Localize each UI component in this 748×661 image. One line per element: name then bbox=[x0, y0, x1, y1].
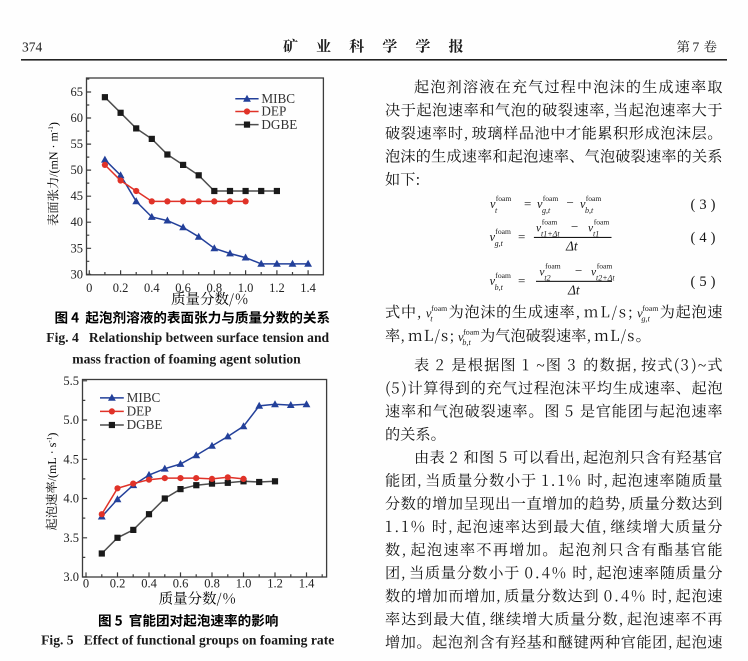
svg-text:0.8: 0.8 bbox=[206, 281, 222, 295]
svg-text:foam: foam bbox=[542, 217, 558, 226]
svg-text:DEP: DEP bbox=[127, 404, 152, 419]
svg-text:b,t: b,t bbox=[495, 283, 504, 292]
svg-text:3.5: 3.5 bbox=[63, 531, 79, 545]
svg-text:1.0: 1.0 bbox=[236, 577, 252, 591]
svg-text:foam: foam bbox=[586, 194, 602, 203]
svg-text:v: v bbox=[580, 197, 586, 211]
svg-text:35: 35 bbox=[71, 241, 84, 255]
svg-text:0.8: 0.8 bbox=[204, 577, 220, 591]
svg-text:0.2: 0.2 bbox=[110, 577, 126, 591]
svg-text:1.4: 1.4 bbox=[300, 281, 316, 295]
svg-text:55: 55 bbox=[71, 137, 84, 151]
svg-text:0.4: 0.4 bbox=[141, 577, 157, 591]
svg-text:60: 60 bbox=[71, 111, 84, 125]
svg-text:v: v bbox=[537, 197, 543, 211]
svg-text:Δt: Δt bbox=[565, 239, 579, 254]
svg-text:1.0: 1.0 bbox=[238, 281, 254, 295]
svg-text:DGBE: DGBE bbox=[261, 117, 297, 132]
svg-text:foam: foam bbox=[496, 194, 512, 203]
svg-text:foam: foam bbox=[495, 227, 511, 236]
svg-text:mass fraction of foaming agent: mass fraction of foaming agent solution bbox=[72, 352, 301, 367]
svg-text:v: v bbox=[588, 223, 594, 235]
svg-text:50: 50 bbox=[71, 163, 84, 177]
svg-text:v: v bbox=[536, 223, 542, 235]
svg-text:30: 30 bbox=[71, 267, 84, 281]
svg-text:t2: t2 bbox=[544, 274, 550, 283]
svg-text:1.2: 1.2 bbox=[269, 281, 285, 295]
svg-text:t: t bbox=[495, 206, 498, 215]
svg-text:DEP: DEP bbox=[261, 104, 286, 119]
svg-text:foam: foam bbox=[543, 194, 559, 203]
svg-text:v: v bbox=[490, 274, 496, 288]
svg-text:t2+Δt: t2+Δt bbox=[596, 274, 615, 283]
svg-text:1.4: 1.4 bbox=[299, 577, 315, 591]
svg-text:=: = bbox=[518, 273, 525, 288]
svg-text:−: − bbox=[571, 219, 578, 234]
svg-text:=: = bbox=[518, 229, 525, 244]
svg-text:−: − bbox=[567, 195, 574, 210]
svg-text:MIBC: MIBC bbox=[261, 91, 295, 106]
svg-text:40: 40 bbox=[71, 215, 84, 229]
svg-text:(5): (5) bbox=[691, 274, 720, 290]
svg-text:0: 0 bbox=[86, 281, 92, 295]
svg-text:v: v bbox=[490, 197, 496, 211]
svg-text:v: v bbox=[539, 267, 545, 279]
svg-text:t1+Δt: t1+Δt bbox=[541, 230, 560, 239]
svg-text:Fig. 4 Relationship between: Fig. 4 Relationship between surface tens… bbox=[46, 330, 329, 345]
svg-text:0.6: 0.6 bbox=[173, 577, 189, 591]
svg-text:(4): (4) bbox=[691, 230, 720, 246]
svg-text:65: 65 bbox=[71, 85, 84, 99]
svg-text:foam: foam bbox=[597, 261, 613, 270]
svg-text:374: 374 bbox=[22, 40, 43, 55]
svg-text:0.6: 0.6 bbox=[175, 281, 191, 295]
svg-text:1.2: 1.2 bbox=[267, 577, 283, 591]
svg-text:0.4: 0.4 bbox=[144, 281, 160, 295]
svg-text:0: 0 bbox=[83, 577, 89, 591]
svg-text:MIBC: MIBC bbox=[127, 390, 161, 405]
svg-text:0.2: 0.2 bbox=[113, 281, 129, 295]
svg-text:g,t: g,t bbox=[542, 206, 551, 215]
svg-text:3.0: 3.0 bbox=[63, 570, 79, 584]
svg-text:Fig. 5 Effect of functional: Fig. 5 Effect of functional groups on fo… bbox=[41, 632, 334, 647]
svg-text:DGBE: DGBE bbox=[127, 417, 163, 432]
svg-text:t1: t1 bbox=[593, 230, 599, 239]
svg-text:v: v bbox=[490, 230, 496, 244]
svg-text:−: − bbox=[575, 263, 582, 278]
svg-text:v: v bbox=[591, 267, 597, 279]
svg-text:foam: foam bbox=[495, 271, 511, 280]
svg-text:5.5: 5.5 bbox=[63, 374, 79, 388]
svg-text:4.0: 4.0 bbox=[63, 492, 79, 506]
svg-text:45: 45 bbox=[71, 189, 84, 203]
svg-text:foam: foam bbox=[594, 217, 610, 226]
svg-text:7: 7 bbox=[693, 40, 700, 55]
svg-text:=: = bbox=[524, 196, 531, 211]
svg-text:5.0: 5.0 bbox=[63, 413, 79, 427]
svg-text:4.5: 4.5 bbox=[63, 452, 79, 466]
svg-text:g,t: g,t bbox=[495, 239, 504, 248]
svg-text:foam: foam bbox=[545, 261, 561, 270]
svg-text:(3): (3) bbox=[691, 197, 720, 213]
svg-text:b,t: b,t bbox=[585, 206, 594, 215]
svg-text:Δt: Δt bbox=[567, 283, 581, 298]
